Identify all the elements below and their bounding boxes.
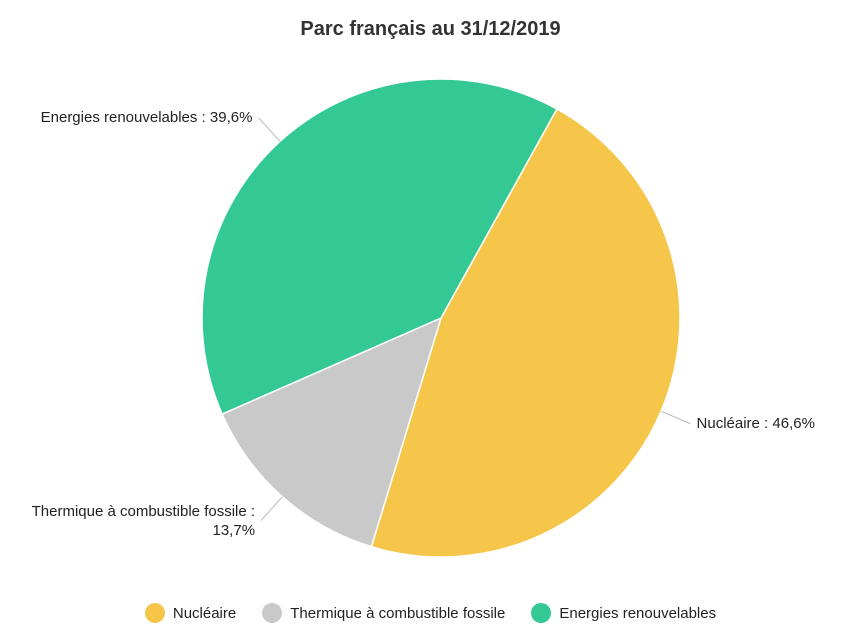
legend-item: Nucléaire xyxy=(144,603,237,623)
legend-swatch xyxy=(262,603,283,623)
pie-slice xyxy=(370,107,681,558)
data-label: Energies renouvelables : 39,6% xyxy=(40,109,253,127)
legend-swatch xyxy=(144,603,165,623)
data-label: Thermique à combustible fossile : 13,7% xyxy=(31,502,256,539)
pie-slice xyxy=(201,78,558,416)
leader-line xyxy=(258,117,281,142)
leader-line xyxy=(660,410,691,425)
data-label: Nucléaire : 46,6% xyxy=(696,415,815,433)
legend-swatch xyxy=(531,603,552,623)
legend: Nucléaire Thermique à combustible fossile… xyxy=(0,603,861,623)
legend-item: Thermique à combustible fossile xyxy=(262,603,505,623)
legend-label: Thermique à combustible fossile xyxy=(290,604,506,622)
legend-item: Energies renouvelables xyxy=(531,603,716,623)
leader-line xyxy=(260,496,283,521)
chart-title: Parc français au 31/12/2019 xyxy=(300,18,561,40)
legend-label: Energies renouvelables xyxy=(559,604,717,622)
legend-label: Nucléaire xyxy=(172,604,237,622)
